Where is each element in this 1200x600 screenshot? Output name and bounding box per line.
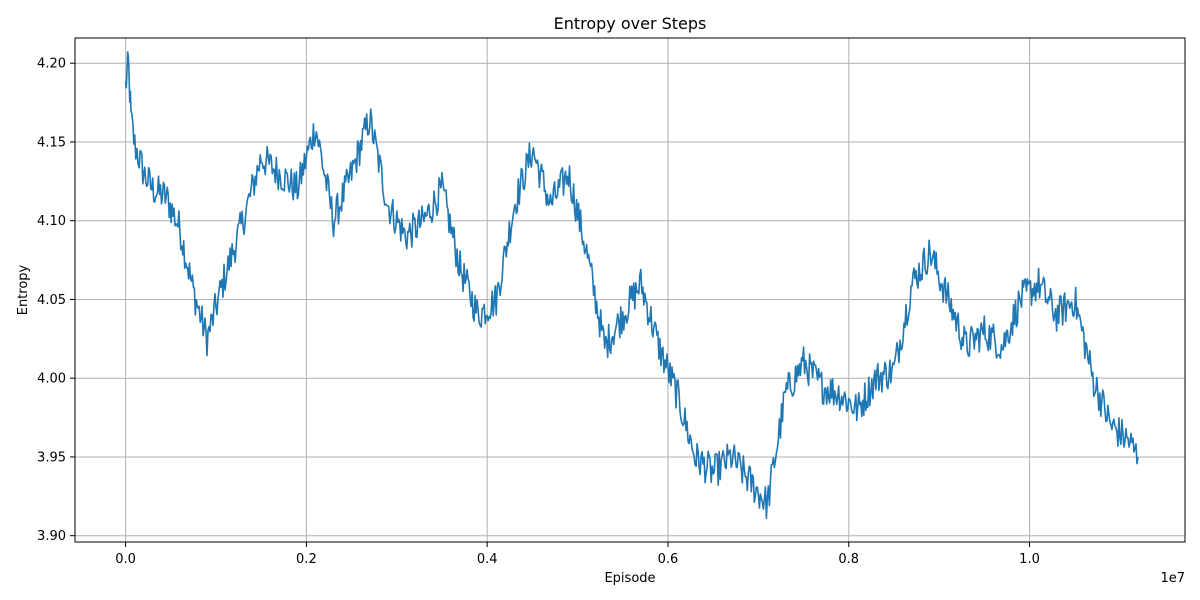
series-layer bbox=[124, 51, 1139, 520]
y-tick-label: 3.90 bbox=[37, 529, 66, 544]
y-tick-label: 4.10 bbox=[37, 214, 66, 229]
x-axis-offset-label: 1e7 bbox=[1160, 571, 1185, 586]
x-tick-label: 0.6 bbox=[658, 552, 679, 567]
y-tick-label: 4.20 bbox=[37, 57, 66, 72]
ticks: 0.0 0.2 0.4 0.6 0.8 1.0 3.90 3.95 4.00 4.05 4.10 4.… bbox=[37, 57, 1040, 567]
x-tick-label: 0.4 bbox=[477, 552, 498, 567]
x-tick-label: 0.2 bbox=[296, 552, 317, 567]
y-tick-label: 4.00 bbox=[37, 372, 66, 387]
x-tick-label: 0.0 bbox=[115, 552, 136, 567]
y-tick-label: 4.15 bbox=[37, 135, 66, 150]
x-axis-label: Episode bbox=[604, 571, 655, 586]
y-tick-label: 3.95 bbox=[37, 450, 66, 465]
x-tick-label: 0.8 bbox=[838, 552, 859, 567]
plot-frame bbox=[74, 37, 1186, 543]
y-axis-label: Entropy bbox=[16, 264, 31, 315]
chart-title: Entropy over Steps bbox=[554, 14, 707, 33]
series-line bbox=[124, 51, 1139, 520]
x-tick-label: 1.0 bbox=[1019, 552, 1040, 567]
y-tick-label: 4.05 bbox=[37, 293, 66, 308]
